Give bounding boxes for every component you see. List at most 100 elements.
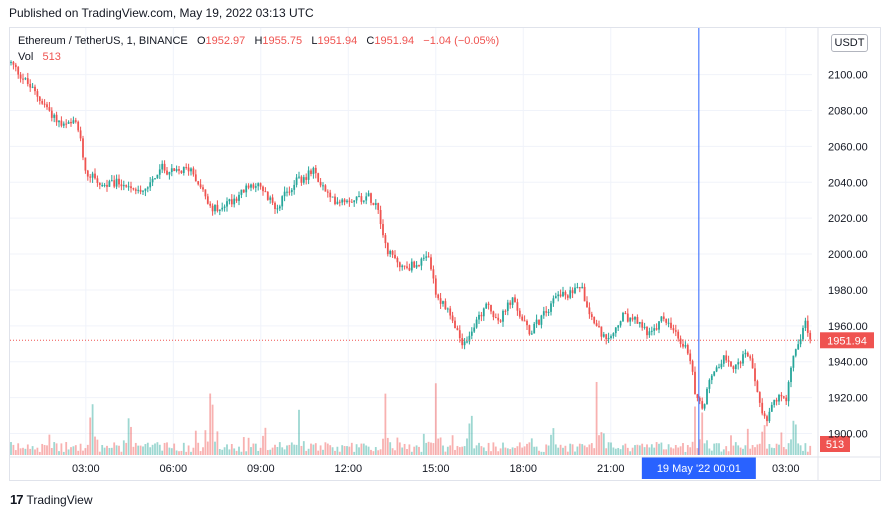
candle-body	[24, 78, 27, 80]
volume-label: 513	[826, 439, 844, 451]
volume-bar	[19, 448, 22, 455]
candle-body	[336, 201, 339, 205]
candle-body	[734, 364, 737, 370]
candle-body	[478, 314, 480, 320]
volume-bar	[197, 442, 200, 455]
volume-bar	[506, 448, 509, 455]
volume-bar	[46, 445, 48, 455]
y-tick-label: 2000.00	[828, 249, 868, 261]
candle-body	[326, 191, 329, 193]
volume-bar	[379, 449, 382, 455]
volume-bar	[281, 447, 284, 455]
candle-body	[276, 208, 279, 210]
candle-body	[514, 297, 516, 303]
x-tick-label: 09:00	[247, 463, 275, 475]
candle-body	[746, 352, 749, 357]
volume-bar	[708, 448, 711, 455]
candle-body	[319, 181, 322, 186]
candle-body	[581, 286, 584, 289]
volume-bar	[720, 451, 723, 455]
candle-body	[182, 167, 185, 173]
volume-bar	[444, 451, 447, 455]
volume-bar	[420, 451, 423, 455]
volume-bar	[142, 446, 144, 455]
legend-symbol: Ethereum / TetherUS, 1, BINANCE	[18, 35, 188, 47]
volume-bar	[778, 444, 780, 455]
volume-bar	[367, 446, 370, 455]
candle-body	[559, 294, 562, 297]
candle-body	[238, 194, 240, 201]
volume-bar	[494, 446, 497, 455]
candle-body	[466, 341, 468, 343]
volume-bar	[550, 434, 552, 455]
candle-body	[110, 180, 113, 182]
volume-bar	[650, 444, 653, 455]
volume-bar	[487, 442, 490, 455]
volume-bar	[530, 438, 533, 455]
volume-bar	[703, 443, 706, 455]
currency-button[interactable]: USDT	[831, 34, 868, 52]
candle-body	[494, 317, 497, 319]
candle-body	[530, 333, 533, 335]
volume-bar	[437, 438, 440, 455]
candle-body	[190, 168, 192, 172]
candle-body	[677, 331, 680, 339]
candle-body	[295, 177, 298, 185]
candle-body	[475, 319, 478, 328]
candle-body	[408, 267, 411, 271]
candle-body	[566, 295, 569, 298]
candle-body	[72, 120, 75, 124]
chart-overlays: 19 May '22 00:01 1951.94 513	[10, 28, 874, 479]
volume-bar	[559, 444, 562, 455]
candle-body	[206, 196, 209, 204]
candle-body	[350, 201, 353, 203]
candle-body	[338, 201, 341, 203]
candle-body	[710, 375, 713, 381]
candle-body	[192, 168, 195, 175]
volume-bar	[504, 447, 507, 455]
candle-body	[542, 311, 545, 316]
volume-bar	[98, 451, 101, 455]
volume-bar	[154, 443, 156, 455]
candle-body	[103, 184, 106, 186]
volume-bar	[542, 451, 545, 455]
candle-body	[518, 310, 521, 317]
volume-bar	[554, 444, 557, 455]
candle-body	[329, 192, 332, 198]
candle-body	[156, 174, 159, 179]
candle-body	[497, 317, 500, 321]
volume-bar	[221, 449, 224, 455]
volume-bar	[190, 451, 192, 455]
volume-bar	[53, 442, 56, 455]
volume-bar	[355, 444, 358, 455]
candle-body	[679, 338, 682, 344]
volume-bar	[26, 444, 29, 455]
candle-body	[634, 317, 636, 320]
volume-bar	[605, 448, 608, 455]
crosshair-time-label: 19 May '22 00:01	[657, 463, 741, 475]
candle-body	[89, 176, 92, 178]
candle-body	[749, 356, 752, 359]
candle-body	[209, 203, 212, 206]
volume-bar	[286, 445, 288, 455]
legend-open-label: O	[196, 35, 206, 47]
legend-change: −1.04 (−0.05%)	[423, 35, 500, 47]
volume-bar	[89, 417, 92, 455]
volume-bar	[307, 448, 310, 455]
volume-bar	[161, 450, 164, 455]
volume-bar	[322, 449, 324, 455]
candle-body	[60, 120, 63, 126]
candle-body	[773, 399, 776, 405]
candle-body	[451, 315, 454, 321]
candle-body	[398, 262, 401, 268]
volume-bar	[422, 433, 425, 455]
volume-bar	[175, 450, 178, 455]
volume-bar	[254, 443, 257, 455]
legend-low-label: L	[311, 35, 318, 47]
candle-body	[583, 286, 586, 302]
candle-body	[554, 296, 557, 299]
candle-body	[434, 278, 437, 295]
volume-bar	[132, 446, 135, 455]
volume-bar	[538, 450, 540, 455]
